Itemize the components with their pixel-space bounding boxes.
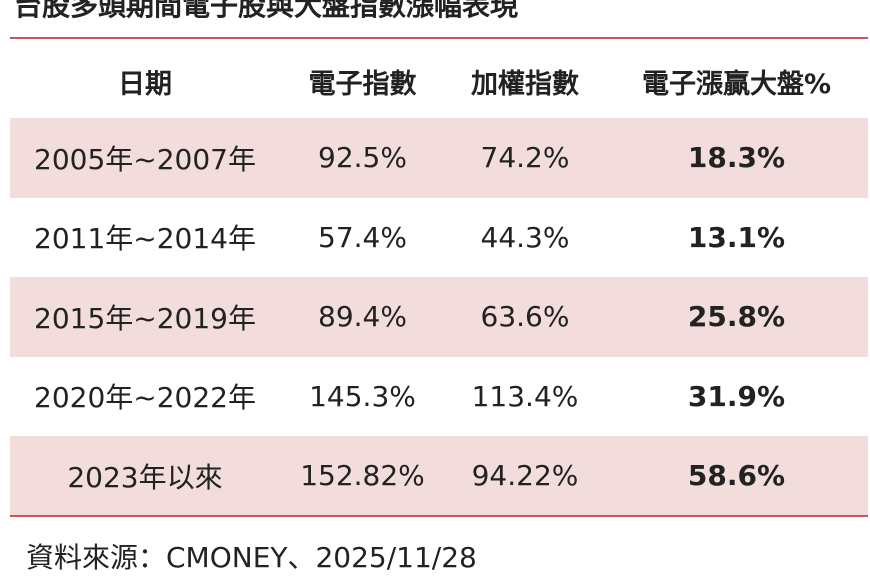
- rule: [10, 515, 868, 517]
- table-row: 2023年以來 152.82% 94.22% 58.6%: [10, 436, 868, 516]
- table-cell: 25.8%: [687, 300, 786, 334]
- title: 台股多頭期間電子股與大盤指數漲幅表現: [14, 0, 519, 22]
- table-cell: 31.9%: [687, 379, 786, 413]
- table-cell: 2005年~2007年: [34, 142, 256, 176]
- column-header: 電子漲贏大盤%: [641, 69, 832, 100]
- table-cell: 2011年~2014年: [34, 222, 256, 256]
- table-cell: 2020年~2022年: [34, 381, 256, 415]
- table-cell: 89.4%: [318, 300, 407, 334]
- table-cell: 13.1%: [687, 220, 786, 254]
- table-cell: 92.5%: [318, 141, 407, 175]
- table-row: 2020年~2022年 145.3% 113.4% 31.9%: [10, 357, 868, 437]
- table-cell: 94.22%: [471, 459, 579, 493]
- table-cell: 152.82%: [300, 459, 425, 493]
- table-row: 2011年~2014年 57.4% 44.3% 13.1%: [10, 198, 868, 278]
- table-cell: 18.3%: [687, 141, 786, 175]
- table-row: 2015年~2019年 89.4% 63.6% 25.8%: [10, 277, 868, 357]
- column-header: 電子指數: [308, 69, 417, 100]
- table-cell: 58.6%: [687, 459, 786, 493]
- table-row: 2005年~2007年 92.5% 74.2% 18.3%: [10, 118, 868, 198]
- table-cell: 2015年~2019年: [34, 301, 256, 335]
- table: 日期 電子指數 加權指數 電子漲贏大盤% 2005年~2007年 92.5% 74.2% 18…: [10, 45, 868, 516]
- source-note: 資料來源：CMONEY、2025/11/28: [26, 541, 477, 574]
- column-header: 日期: [118, 69, 172, 100]
- table-cell: 44.3%: [480, 220, 570, 254]
- table-cell: 57.4%: [318, 220, 407, 254]
- table-cell: 113.4%: [471, 379, 579, 413]
- rule: [10, 37, 868, 39]
- column-header: 加權指數: [471, 69, 579, 100]
- table-cell: 63.6%: [480, 300, 570, 334]
- table-cell: 145.3%: [309, 379, 416, 413]
- table-cell: 2023年以來: [67, 460, 223, 494]
- header-row: 日期 電子指數 加權指數 電子漲贏大盤%: [10, 45, 868, 118]
- table-cell: 74.2%: [480, 141, 570, 175]
